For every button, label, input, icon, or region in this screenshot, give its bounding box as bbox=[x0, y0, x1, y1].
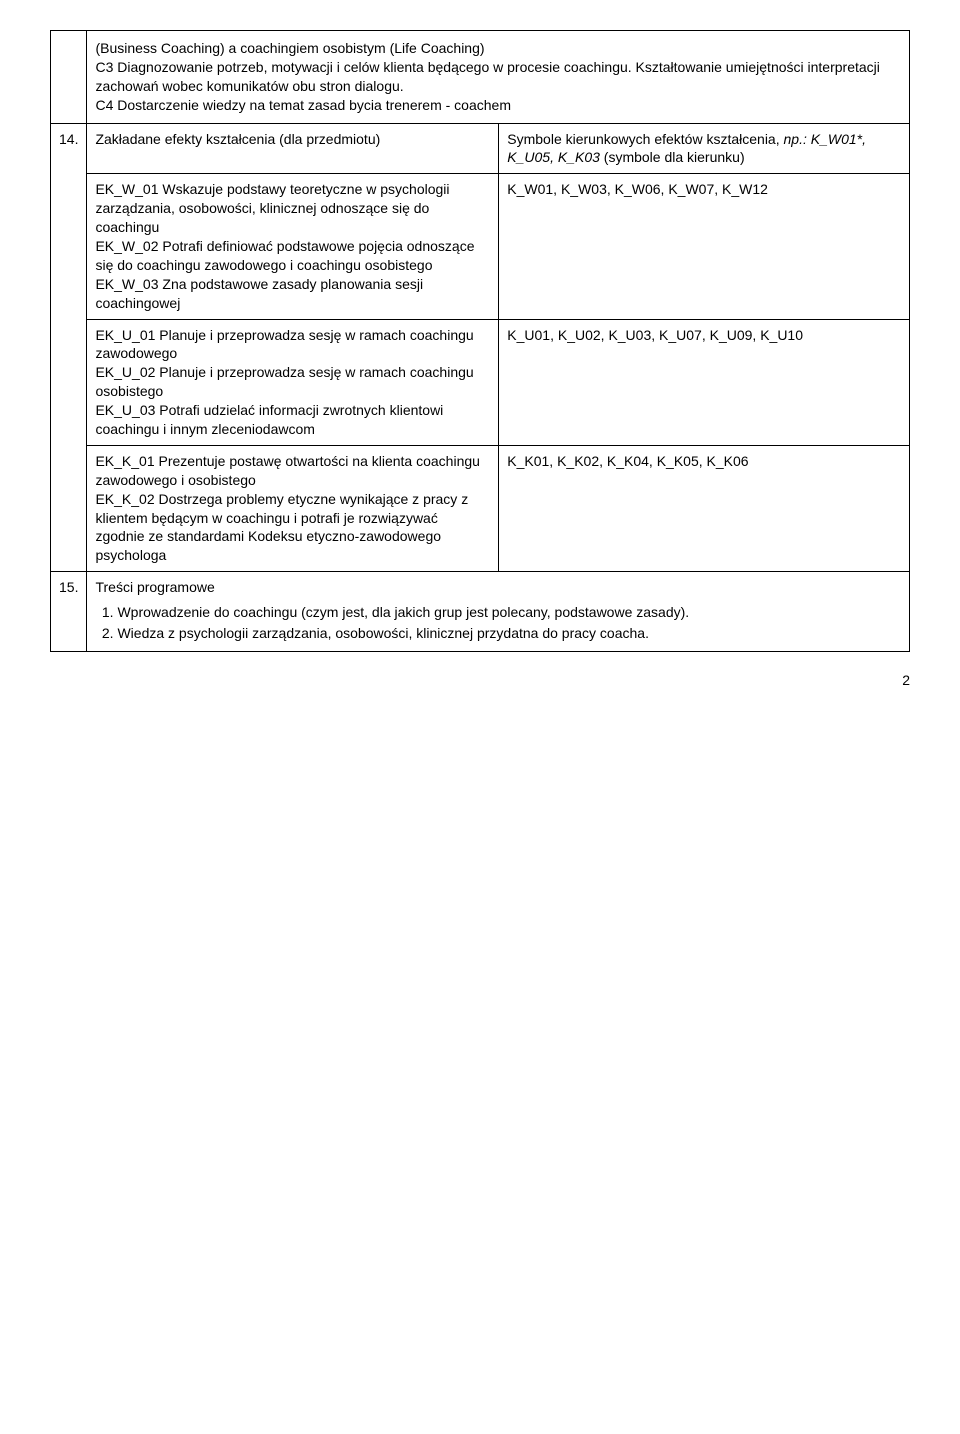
row-13-num bbox=[51, 31, 87, 124]
page-number: 2 bbox=[50, 672, 910, 688]
row-13-content: (Business Coaching) a coachingiem osobis… bbox=[87, 31, 910, 124]
row-13: (Business Coaching) a coachingiem osobis… bbox=[51, 31, 910, 124]
row-15-content: Treści programowe Wprowadzenie do coachi… bbox=[87, 572, 910, 652]
row-15: 15. Treści programowe Wprowadzenie do co… bbox=[51, 572, 910, 652]
row-14-header: 14. Zakładane efekty kształcenia (dla pr… bbox=[51, 123, 910, 174]
row-14-ek-w: EK_W_01 Wskazuje podstawy teoretyczne w … bbox=[51, 174, 910, 319]
row-14-ek-w-left: EK_W_01 Wskazuje podstawy teoretyczne w … bbox=[87, 174, 499, 319]
row-15-item-2: Wiedza z psychologii zarządzania, osobow… bbox=[117, 624, 901, 643]
row-14-ek-u: EK_U_01 Planuje i przeprowadza sesję w r… bbox=[51, 319, 910, 445]
row-15-list: Wprowadzenie do coachingu (czym jest, dl… bbox=[95, 603, 901, 643]
row-14-header-right-part2: (symbole dla kierunku) bbox=[600, 149, 745, 165]
row-14-ek-k-right: K_K01, K_K02, K_K04, K_K05, K_K06 bbox=[499, 445, 910, 571]
row-14-header-left: Zakładane efekty kształcenia (dla przedm… bbox=[87, 123, 499, 174]
syllabus-table: (Business Coaching) a coachingiem osobis… bbox=[50, 30, 910, 652]
row-14-ek-k: EK_K_01 Prezentuje postawę otwartości na… bbox=[51, 445, 910, 571]
row-15-title: Treści programowe bbox=[95, 578, 901, 597]
row-15-num: 15. bbox=[51, 572, 87, 652]
row-14-ek-w-right: K_W01, K_W03, K_W06, K_W07, K_W12 bbox=[499, 174, 910, 319]
row-13-text: (Business Coaching) a coachingiem osobis… bbox=[95, 37, 901, 117]
row-14-ek-u-left: EK_U_01 Planuje i przeprowadza sesję w r… bbox=[87, 319, 499, 445]
row-14-header-right-part1: Symbole kierunkowych efektów kształcenia… bbox=[507, 131, 783, 147]
row-15-item-1: Wprowadzenie do coachingu (czym jest, dl… bbox=[117, 603, 901, 622]
row-14-num: 14. bbox=[51, 123, 87, 572]
row-14-ek-u-right: K_U01, K_U02, K_U03, K_U07, K_U09, K_U10 bbox=[499, 319, 910, 445]
row-14-ek-k-left: EK_K_01 Prezentuje postawę otwartości na… bbox=[87, 445, 499, 571]
row-14-header-right: Symbole kierunkowych efektów kształcenia… bbox=[499, 123, 910, 174]
